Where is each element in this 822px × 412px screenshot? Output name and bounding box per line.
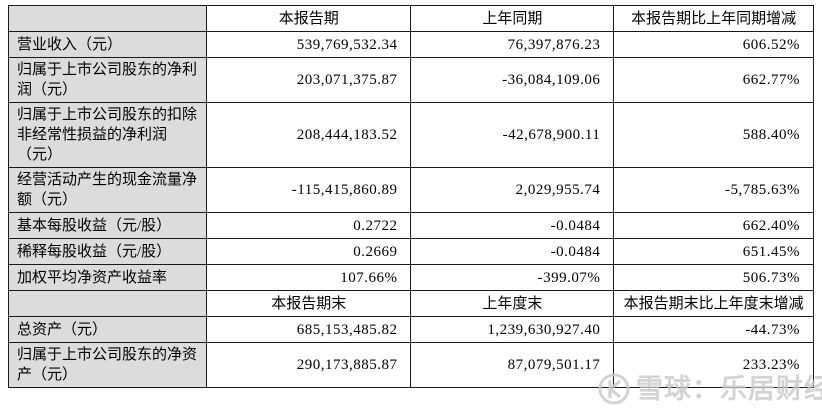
table-row-weighted-avg-roe: 加权平均净资产收益率 107.66% -399.07% 506.73% [7,264,814,291]
value-prior: -0.0484 [410,212,615,239]
header-period-change: 本报告期比上年同期增减 [613,5,814,32]
empty-header-cell [7,290,208,317]
value-change: 651.45% [613,238,814,265]
value-current: 208,444,183.52 [206,102,412,168]
value-current: 685,153,485.82 [206,316,412,343]
financial-summary-table: 本报告期 上年同期 本报告期比上年同期增减 营业收入（元） 539,769,53… [7,5,814,388]
table-row-revenue: 营业收入（元） 539,769,532.34 76,397,876.23 606… [7,31,814,58]
table-row-net-profit-excl-nonrecurring: 归属于上市公司股东的扣除非经常性损益的净利润（元） 208,444,183.52… [7,102,814,168]
value-change: 662.40% [613,212,814,239]
header-period-end-change: 本报告期末比上年度末增减 [613,290,814,317]
row-label: 基本每股收益（元/股） [7,212,208,239]
row-label: 归属于上市公司股东的扣除非经常性损益的净利润（元） [7,102,208,168]
value-current: 107.66% [206,264,412,291]
value-change: 662.77% [613,57,814,103]
row-label: 稀释每股收益（元/股） [7,238,208,265]
table-row-net-profit: 归属于上市公司股东的净利润（元） 203,071,375.87 -36,084,… [7,57,814,103]
header-current-period-end: 本报告期末 [206,290,412,317]
value-prior: 1,239,630,927.40 [410,316,615,343]
value-current: 203,071,375.87 [206,57,412,103]
value-prior: 87,079,501.17 [410,342,615,388]
value-prior: -36,084,109.06 [410,57,615,103]
value-change: 506.73% [613,264,814,291]
row-label: 归属于上市公司股东的净资产（元） [7,342,208,388]
header-prior-period: 上年同期 [410,5,615,32]
row-label: 营业收入（元） [7,31,208,58]
row-label: 加权平均净资产收益率 [7,264,208,291]
value-change: -44.73% [613,316,814,343]
value-current: 290,173,885.87 [206,342,412,388]
period-header-row: 本报告期 上年同期 本报告期比上年同期增减 [7,5,814,32]
value-prior: 76,397,876.23 [410,31,615,58]
value-current: 0.2722 [206,212,412,239]
value-current: 0.2669 [206,238,412,265]
value-change: 606.52% [613,31,814,58]
value-prior: -42,678,900.11 [410,102,615,168]
value-prior: -0.0484 [410,238,615,265]
table-row-diluted-eps: 稀释每股收益（元/股） 0.2669 -0.0484 651.45% [7,238,814,265]
value-change: 233.23% [613,342,814,388]
row-label: 归属于上市公司股东的净利润（元） [7,57,208,103]
table-row-operating-cash-flow: 经营活动产生的现金流量净额（元） -115,415,860.89 2,029,9… [7,167,814,213]
value-current: -115,415,860.89 [206,167,412,213]
header-current-period: 本报告期 [206,5,412,32]
value-change: 588.40% [613,102,814,168]
header-prior-year-end: 上年度末 [410,290,615,317]
value-prior: 2,029,955.74 [410,167,615,213]
value-prior: -399.07% [410,264,615,291]
value-change: -5,785.63% [613,167,814,213]
empty-header-cell [7,5,208,32]
row-label: 经营活动产生的现金流量净额（元） [7,167,208,213]
table-row-total-assets: 总资产（元） 685,153,485.82 1,239,630,927.40 -… [7,316,814,343]
row-label: 总资产（元） [7,316,208,343]
table-row-net-assets: 归属于上市公司股东的净资产（元） 290,173,885.87 87,079,5… [7,342,814,388]
period-end-header-row: 本报告期末 上年度末 本报告期末比上年度末增减 [7,290,814,317]
value-current: 539,769,532.34 [206,31,412,58]
table-row-basic-eps: 基本每股收益（元/股） 0.2722 -0.0484 662.40% [7,212,814,239]
